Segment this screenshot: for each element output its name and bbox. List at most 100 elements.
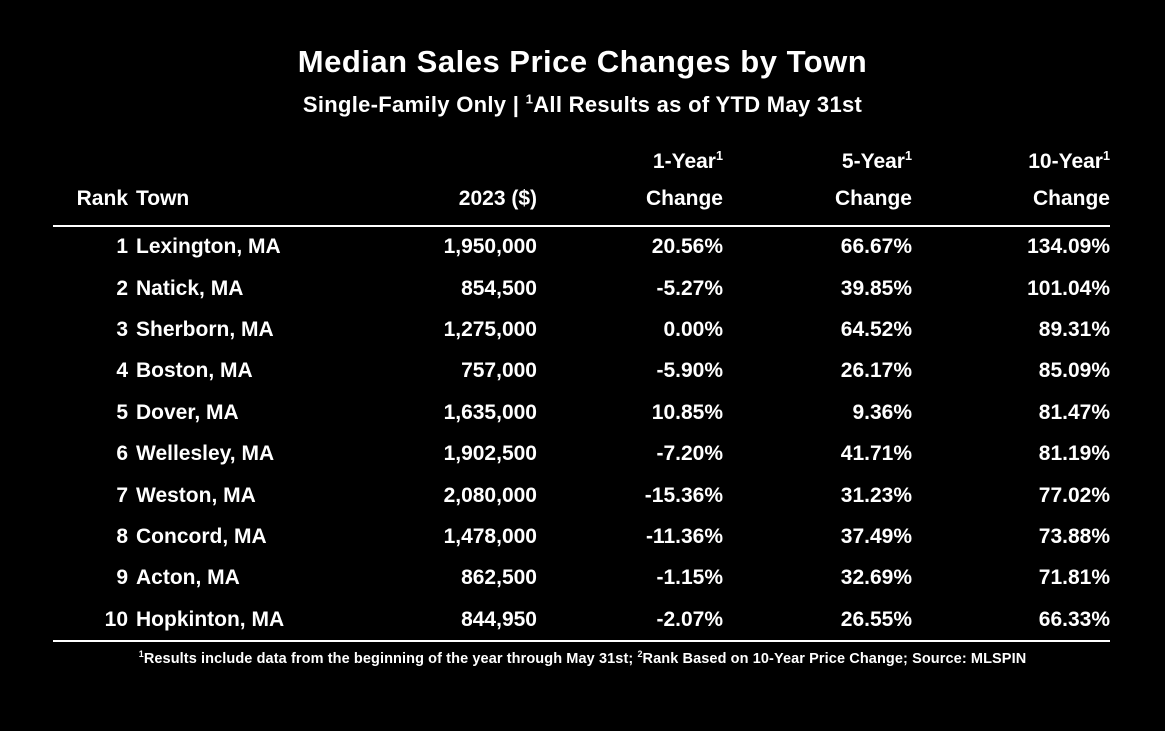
cell-town: Sherborn, MA <box>136 317 274 341</box>
cell-10-year-change: 71.81% <box>1038 566 1110 590</box>
cell-town: Lexington, MA <box>136 235 281 259</box>
cell-rank: 3 <box>116 317 128 341</box>
cell-2023-price: 1,478,000 <box>443 524 537 548</box>
cell-5-year-change: 64.52% <box>840 317 912 341</box>
cell-10-year-change: 101.04% <box>1027 276 1110 300</box>
col-header-5-year-change: 5-Year1 Change <box>723 144 912 227</box>
footnote-marker-2: 2 <box>637 649 643 660</box>
cell-2023-price: 757,000 <box>461 359 537 383</box>
cell-5-year-change: 41.71% <box>840 442 912 466</box>
col-header-10-year-label: 10-Year <box>1028 150 1103 173</box>
col-header-rank: Rank <box>53 144 128 227</box>
cell-town: Wellesley, MA <box>136 442 275 466</box>
cell-10-year-change: 66.33% <box>912 599 1110 643</box>
cell-1-year-change: -11.36% <box>645 524 723 548</box>
col-header-1-year-label: 1-Year <box>652 150 716 173</box>
cell-1-year-change: 10.85% <box>651 400 723 424</box>
table-row: 7 Weston, MA 2,080,000 -15.36% 31.23% 77.02% <box>53 475 1110 516</box>
footnote-marker: 1 <box>715 149 723 163</box>
cell-town: Weston, MA <box>136 483 256 507</box>
col-header-2023-price: 2023 ($) <box>333 144 537 227</box>
col-header-change-label: Change <box>645 186 723 210</box>
cell-town: Boston, MA <box>136 359 253 383</box>
table-row: 2 Natick, MA 854,500 -5.27% 39.85% 101.04% <box>53 268 1110 309</box>
cell-5-year-change: 66.67% <box>840 235 912 259</box>
cell-5-year-change: 26.17% <box>840 359 912 383</box>
col-header-5-year-label: 5-Year <box>841 150 905 173</box>
subtitle-footnote-marker: 1 <box>525 91 534 107</box>
cell-rank: 4 <box>116 359 128 383</box>
footnote-text-2: Rank Based on 10-Year Price Change; Sour… <box>642 651 1027 668</box>
cell-rank: 10 <box>53 599 128 643</box>
cell-10-year-change: 89.31% <box>1038 317 1110 341</box>
col-header-10-year-change: 10-Year1 Change <box>912 144 1110 227</box>
subtitle-prefix: Single-Family Only | <box>302 92 526 117</box>
cell-2023-price: 844,950 <box>333 599 537 643</box>
col-header-1-year-change: 1-Year1 Change <box>537 144 723 227</box>
cell-5-year-change: 9.36% <box>852 400 912 424</box>
table-row: 10 Hopkinton, MA 844,950 -2.07% 26.55% 66.33% <box>53 599 1110 643</box>
cell-rank: 2 <box>116 276 128 300</box>
cell-town: Natick, MA <box>136 276 244 300</box>
col-header-change-label: Change <box>1032 186 1110 210</box>
footnote-text-1: Results include data from the beginning … <box>143 651 638 668</box>
cell-5-year-change: 37.49% <box>840 524 912 548</box>
table-row: 8 Concord, MA 1,478,000 -11.36% 37.49% 73.88% <box>53 516 1110 557</box>
footnote-marker: 1 <box>904 149 912 163</box>
cell-2023-price: 862,500 <box>461 566 537 590</box>
cell-2023-price: 1,635,000 <box>443 400 537 424</box>
page-subtitle: Single-Family Only | 1All Results as of … <box>0 80 1165 118</box>
table-row: 5 Dover, MA 1,635,000 10.85% 9.36% 81.47% <box>53 392 1110 433</box>
cell-rank: 9 <box>116 566 128 590</box>
cell-10-year-change: 81.47% <box>1038 400 1110 424</box>
cell-rank: 1 <box>116 235 128 259</box>
col-header-town: Town <box>128 144 333 227</box>
footnote: 1Results include data from the beginning… <box>0 649 1165 668</box>
cell-1-year-change: -7.20% <box>656 442 723 466</box>
cell-1-year-change: 0.00% <box>663 317 723 341</box>
table-header: Rank Town 2023 ($) 1-Year1 Change 5-Year1… <box>53 144 1110 227</box>
cell-5-year-change: 31.23% <box>840 483 912 507</box>
cell-10-year-change: 81.19% <box>1038 442 1110 466</box>
cell-town: Hopkinton, MA <box>128 599 333 643</box>
cell-2023-price: 1,950,000 <box>443 235 537 259</box>
cell-2023-price: 1,902,500 <box>443 442 537 466</box>
cell-1-year-change: -5.90% <box>656 359 723 383</box>
footnote-marker: 1 <box>1102 149 1110 163</box>
cell-town: Dover, MA <box>136 400 239 424</box>
cell-10-year-change: 134.09% <box>1027 235 1110 259</box>
table-row: 4 Boston, MA 757,000 -5.90% 26.17% 85.09% <box>53 351 1110 392</box>
header-row: Rank Town 2023 ($) 1-Year1 Change 5-Year1… <box>53 144 1110 227</box>
cell-1-year-change: -2.07% <box>537 599 723 643</box>
page-title: Median Sales Price Changes by Town <box>297 44 868 79</box>
cell-rank: 8 <box>116 524 128 548</box>
cell-town: Concord, MA <box>136 524 267 548</box>
col-header-change-label: Change <box>834 186 912 210</box>
cell-10-year-change: 77.02% <box>1038 483 1110 507</box>
table-row: 6 Wellesley, MA 1,902,500 -7.20% 41.71% 81.19… <box>53 433 1110 474</box>
cell-rank: 6 <box>116 442 128 466</box>
cell-1-year-change: -15.36% <box>644 483 723 507</box>
cell-1-year-change: -5.27% <box>656 276 723 300</box>
cell-2023-price: 2,080,000 <box>443 483 537 507</box>
cell-10-year-change: 85.09% <box>1038 359 1110 383</box>
cell-10-year-change: 73.88% <box>1038 524 1110 548</box>
cell-5-year-change: 39.85% <box>840 276 912 300</box>
cell-5-year-change: 32.69% <box>840 566 912 590</box>
footnote-marker-1: 1 <box>138 649 144 660</box>
cell-5-year-change: 26.55% <box>723 599 912 643</box>
cell-rank: 5 <box>116 400 128 424</box>
cell-1-year-change: 20.56% <box>651 235 723 259</box>
cell-2023-price: 1,275,000 <box>443 317 537 341</box>
cell-town: Acton, MA <box>136 566 240 590</box>
table-row: 3 Sherborn, MA 1,275,000 0.00% 64.52% 89.31% <box>53 309 1110 350</box>
cell-2023-price: 854,500 <box>461 276 537 300</box>
subtitle-rest: All Results as of YTD May 31st <box>533 92 863 117</box>
table-row: 9 Acton, MA 862,500 -1.15% 32.69% 71.81% <box>53 558 1110 599</box>
cell-rank: 7 <box>116 483 128 507</box>
price-table: Rank Town 2023 ($) 1-Year1 Change 5-Year1… <box>53 144 1110 643</box>
cell-1-year-change: -1.15% <box>656 566 723 590</box>
table-body: 1 Lexington, MA 1,950,000 20.56% 66.67% 134.0… <box>53 226 1110 643</box>
table-row: 1 Lexington, MA 1,950,000 20.56% 66.67% 134.0… <box>53 226 1110 268</box>
